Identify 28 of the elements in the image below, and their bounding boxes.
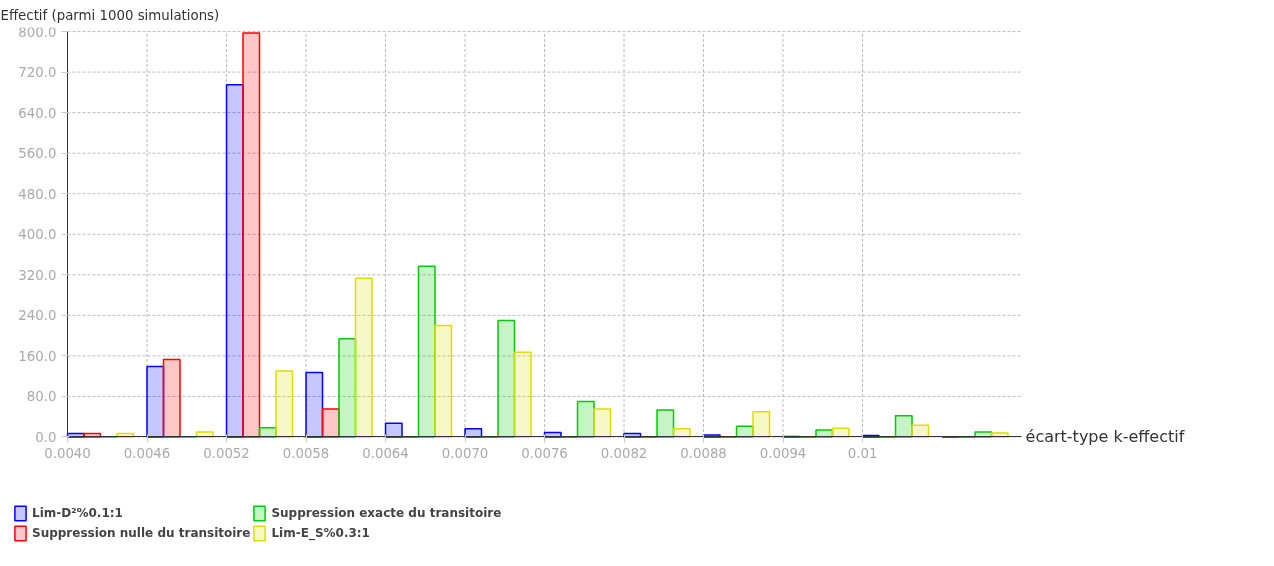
x-tick-label: 0.0088 <box>680 445 727 461</box>
x-tick-label: 0.0040 <box>44 445 91 461</box>
x-tick-label: 0.0094 <box>759 445 807 461</box>
x-tick-label: 0.0064 <box>362 445 409 461</box>
y-tick-label: 240.0 <box>18 308 57 324</box>
x-tick-label: 0.0058 <box>282 445 330 461</box>
x-tick-label: 0.0070 <box>441 445 489 461</box>
y-axis-title: Effectif (parmi 1000 simulations) <box>0 7 220 23</box>
x-axis-title: écart-type k-effectif <box>1025 427 1185 447</box>
x-tick-label: 0.0082 <box>600 445 648 461</box>
y-tick-label: 560.0 <box>18 146 57 162</box>
y-tick-label: 0.0 <box>35 429 57 445</box>
y-tick-label: 320.0 <box>18 267 57 283</box>
y-tick-label: 480.0 <box>18 186 57 202</box>
y-tick-label: 160.0 <box>18 348 57 364</box>
y-tick-label: 640.0 <box>18 105 57 121</box>
x-tick-label: 0.0046 <box>123 445 171 461</box>
x-tick-label: 0.01 <box>847 445 878 461</box>
x-tick-label: 0.0052 <box>203 445 250 461</box>
legend-label: Suppression exacte du transitoire <box>271 506 502 520</box>
x-tick-label: 0.0076 <box>521 445 568 461</box>
legend-label: Lim-D²%0.1:1 <box>32 506 123 520</box>
y-tick-label: 800.0 <box>18 24 57 40</box>
legend-label: Suppression nulle du transitoire <box>32 526 251 540</box>
y-tick-label: 400.0 <box>18 227 57 243</box>
y-tick-label: 80.0 <box>26 389 57 405</box>
legend-label: Lim-E_S%0.3:1 <box>271 526 370 540</box>
y-tick-label: 720.0 <box>18 65 57 81</box>
